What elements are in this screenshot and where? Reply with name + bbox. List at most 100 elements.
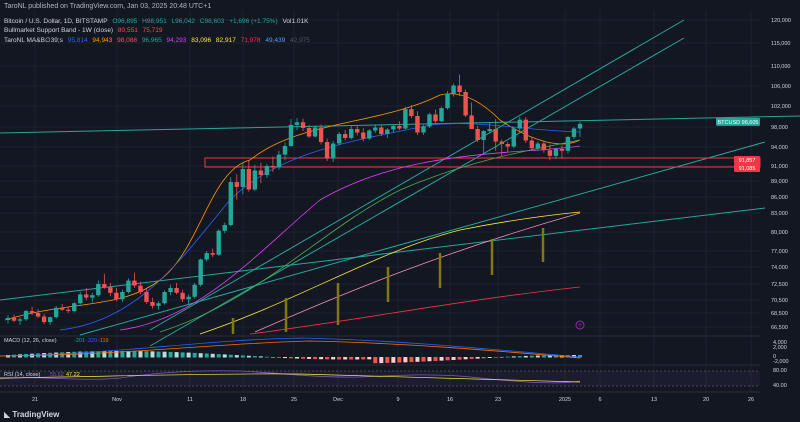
candle-body: [23, 311, 29, 320]
macd-histogram-bar: [541, 355, 546, 358]
macd-histogram-bar: [355, 357, 360, 360]
level-tag-bg: [734, 164, 760, 172]
macd-histogram-bar: [385, 357, 390, 363]
candle-body: [216, 230, 221, 255]
candle-body: [306, 128, 312, 137]
candle-body: [493, 129, 498, 142]
macd-histogram-bar: [126, 351, 131, 358]
y-tick-label: 80,000: [771, 230, 788, 236]
add-alert-icon: [575, 320, 585, 330]
candle-body: [90, 295, 95, 298]
candle-body: [481, 131, 486, 140]
x-tick-label: 21: [32, 397, 38, 403]
y-tick-label: 110,000: [771, 64, 790, 70]
candle-body: [59, 307, 65, 310]
level-tag: 91,857: [739, 158, 756, 164]
macd-histogram-bar: [90, 351, 95, 358]
x-tick-label: 18: [240, 397, 246, 403]
macd-histogram-bar: [517, 356, 522, 358]
candle-body: [433, 114, 438, 122]
candle-body: [53, 307, 59, 318]
macd-histogram-bar: [403, 357, 408, 363]
candle-body: [421, 126, 426, 133]
add-alert-icon-glyph: +: [578, 322, 582, 329]
macd-histogram-bar: [108, 351, 113, 358]
candle-body: [276, 154, 282, 168]
macd-tick-label: 2,000: [773, 345, 787, 351]
candle-body: [361, 132, 366, 139]
change-value: +1,696 (+1.75%): [229, 18, 278, 25]
macd-histogram-bar: [264, 356, 269, 358]
macd-tick-label: -2,000: [773, 359, 789, 365]
candle-body: [41, 316, 47, 323]
candle-body: [5, 317, 11, 320]
macd-histogram-bar: [270, 357, 275, 358]
macd-histogram-bar: [445, 357, 450, 361]
candle-body: [445, 93, 450, 109]
candle-body: [553, 148, 559, 156]
candle-body: [17, 319, 23, 321]
y-tick-label: 120,000: [771, 18, 791, 24]
candle-body: [523, 119, 529, 141]
x-tick-label: Dec: [333, 397, 343, 403]
trend-line: [0, 115, 800, 134]
macd-histogram-bar: [162, 351, 167, 358]
candle-body: [463, 92, 468, 116]
macd-histogram-bar: [138, 351, 143, 358]
macd-histogram-bar: [276, 357, 281, 358]
macd-histogram-bar: [469, 357, 474, 359]
macd-histogram-bar: [84, 351, 89, 358]
candle-body: [415, 115, 420, 133]
macd-histogram-bar: [463, 357, 468, 360]
candle-body: [487, 129, 492, 131]
macd-histogram-bar: [493, 357, 498, 358]
candle-body: [577, 123, 583, 129]
macd-histogram-bar: [282, 357, 287, 359]
candle-body: [571, 128, 577, 137]
macd-histogram-bar: [511, 356, 516, 358]
candle-body: [379, 127, 384, 134]
macd-histogram-bar: [192, 352, 197, 358]
candle-body: [535, 143, 541, 149]
macd-histogram-bar: [313, 357, 318, 360]
candle-body: [288, 124, 294, 146]
x-tick-label: 11: [187, 397, 193, 403]
candle-body: [439, 108, 444, 122]
rsi-value: 47.22: [66, 372, 80, 378]
y-tick-label: 106,000: [771, 84, 791, 90]
macd-histogram-bar: [367, 357, 372, 360]
macd-histogram-bar: [222, 354, 227, 358]
x-tick-label: 6: [598, 397, 601, 403]
ma-legend: TaroNL MA&B∅39;s 95,814 94,943 98,088 96…: [4, 37, 310, 44]
candle-body: [403, 109, 408, 129]
candle-body: [511, 128, 516, 147]
rsi-line: [0, 370, 581, 384]
y-tick-label: 72,500: [771, 282, 788, 288]
candle-body: [246, 169, 252, 190]
moving-average-line: [159, 139, 581, 333]
macd-histogram-bar: [475, 357, 480, 359]
tradingview-logo[interactable]: ◣ TradingView: [4, 410, 60, 419]
candle-body: [150, 301, 155, 306]
macd-histogram-bar: [578, 355, 582, 358]
macd-histogram-bar: [258, 356, 263, 358]
candle-body: [180, 292, 185, 300]
candle-body: [451, 85, 456, 94]
macd-value: -201: [74, 338, 85, 344]
candle-body: [505, 144, 510, 147]
candle-body: [144, 292, 149, 302]
candle-body: [29, 311, 35, 313]
moving-average-line: [59, 123, 581, 331]
macd-histogram-bar: [246, 355, 251, 358]
candle-body: [349, 129, 354, 138]
macd-histogram-bar: [409, 357, 414, 363]
candle-body: [66, 309, 71, 312]
candle-body: [517, 119, 522, 129]
candle-body: [132, 280, 137, 286]
macd-histogram-bar: [307, 357, 312, 359]
candle-body: [355, 129, 360, 133]
trend-line: [0, 207, 766, 301]
candle-body: [168, 288, 173, 292]
candle-body: [156, 303, 161, 306]
